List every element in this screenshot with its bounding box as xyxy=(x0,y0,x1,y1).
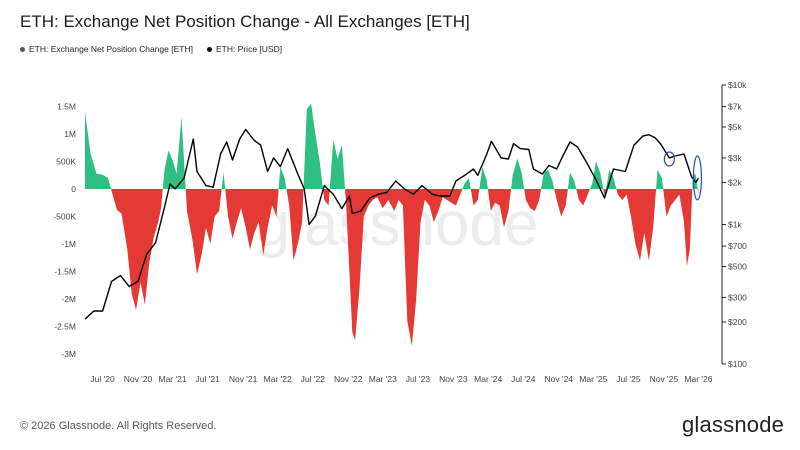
legend-label-net-position: ETH: Exchange Net Position Change [ETH] xyxy=(29,44,193,54)
left-tick-label: -2.5M xyxy=(54,322,76,332)
right-tick-label: $2k xyxy=(728,178,742,188)
x-tick-label: Mar '24 xyxy=(474,374,502,384)
x-tick-label: Mar '25 xyxy=(579,374,607,384)
x-tick-label: Nov '22 xyxy=(334,374,363,384)
right-tick-label: $5k xyxy=(728,122,742,132)
left-tick-label: 1M xyxy=(64,129,76,139)
x-tick-label: Jul '22 xyxy=(301,374,326,384)
right-tick-label: $700 xyxy=(728,241,747,251)
x-tick-label: Jul '24 xyxy=(511,374,536,384)
x-axis: Jul '20 Nov '20 Mar '21 Jul '21 Nov '21 Mar '… xyxy=(90,374,712,384)
x-tick-label: Jul '20 xyxy=(90,374,115,384)
x-tick-label: Nov '20 xyxy=(124,374,153,384)
x-tick-label: Jul '25 xyxy=(616,374,641,384)
x-tick-label: Nov '25 xyxy=(650,374,679,384)
net-position-area xyxy=(85,103,699,346)
left-tick-label: 500K xyxy=(56,157,76,167)
x-tick-label: Jul '21 xyxy=(196,374,221,384)
price-line-group xyxy=(84,128,700,320)
right-tick-label: $1k xyxy=(728,220,742,230)
copyright-notice: © 2026 Glassnode. All Rights Reserved. xyxy=(20,420,217,432)
left-tick-label: -2M xyxy=(61,294,76,304)
x-tick-label: Nov '24 xyxy=(544,374,573,384)
legend-label-price: ETH: Price [USD] xyxy=(215,44,283,54)
chart-legend: ETH: Exchange Net Position Change [ETH] … xyxy=(20,44,282,54)
right-axis: $10k $7k $5k $3k $2k $1k $700 $500 $300 $200 $100 xyxy=(721,80,747,369)
left-tick-label: -500K xyxy=(53,212,76,222)
legend-dot-price xyxy=(206,46,212,52)
right-tick-label: $3k xyxy=(728,153,742,163)
x-tick-label: Mar '22 xyxy=(264,374,292,384)
price-line xyxy=(84,128,700,320)
right-tick-label: $300 xyxy=(728,292,747,302)
x-tick-label: Mar '21 xyxy=(159,374,187,384)
right-tick-label: $100 xyxy=(728,359,747,369)
x-tick-label: Mar '23 xyxy=(369,374,397,384)
left-tick-label: 1.5M xyxy=(57,102,76,112)
x-tick-label: Nov '23 xyxy=(439,374,468,384)
highlight-annotations xyxy=(663,151,703,201)
legend-dot-net-position xyxy=(20,46,25,52)
highlight-ellipse-small xyxy=(663,151,675,167)
left-tick-label: -1.5M xyxy=(54,267,76,277)
right-tick-label: $7k xyxy=(728,102,742,112)
highlight-ellipse-tall xyxy=(692,155,703,201)
legend-item-price[interactable]: ETH: Price [USD] xyxy=(206,44,283,54)
left-tick-label: -1M xyxy=(61,239,76,249)
net-position-negative-area xyxy=(85,189,699,346)
chart-title: ETH: Exchange Net Position Change - All … xyxy=(20,12,470,31)
x-tick-label: Nov '21 xyxy=(229,374,258,384)
x-tick-label: Jul '23 xyxy=(406,374,431,384)
left-tick-label: 0 xyxy=(71,184,76,194)
brand-logo[interactable]: glassnode xyxy=(682,412,785,437)
right-tick-label: $200 xyxy=(728,317,747,327)
right-tick-label: $500 xyxy=(728,261,747,271)
x-tick-label: Mar '26 xyxy=(684,374,712,384)
right-tick-label: $10k xyxy=(728,80,747,90)
left-tick-label: -3M xyxy=(61,349,76,359)
legend-item-net-position[interactable]: ETH: Exchange Net Position Change [ETH] xyxy=(20,44,193,54)
left-axis: 1.5M 1M 500K 0 -500K -1M -1.5M -2M -2.5M -3M xyxy=(53,102,76,360)
